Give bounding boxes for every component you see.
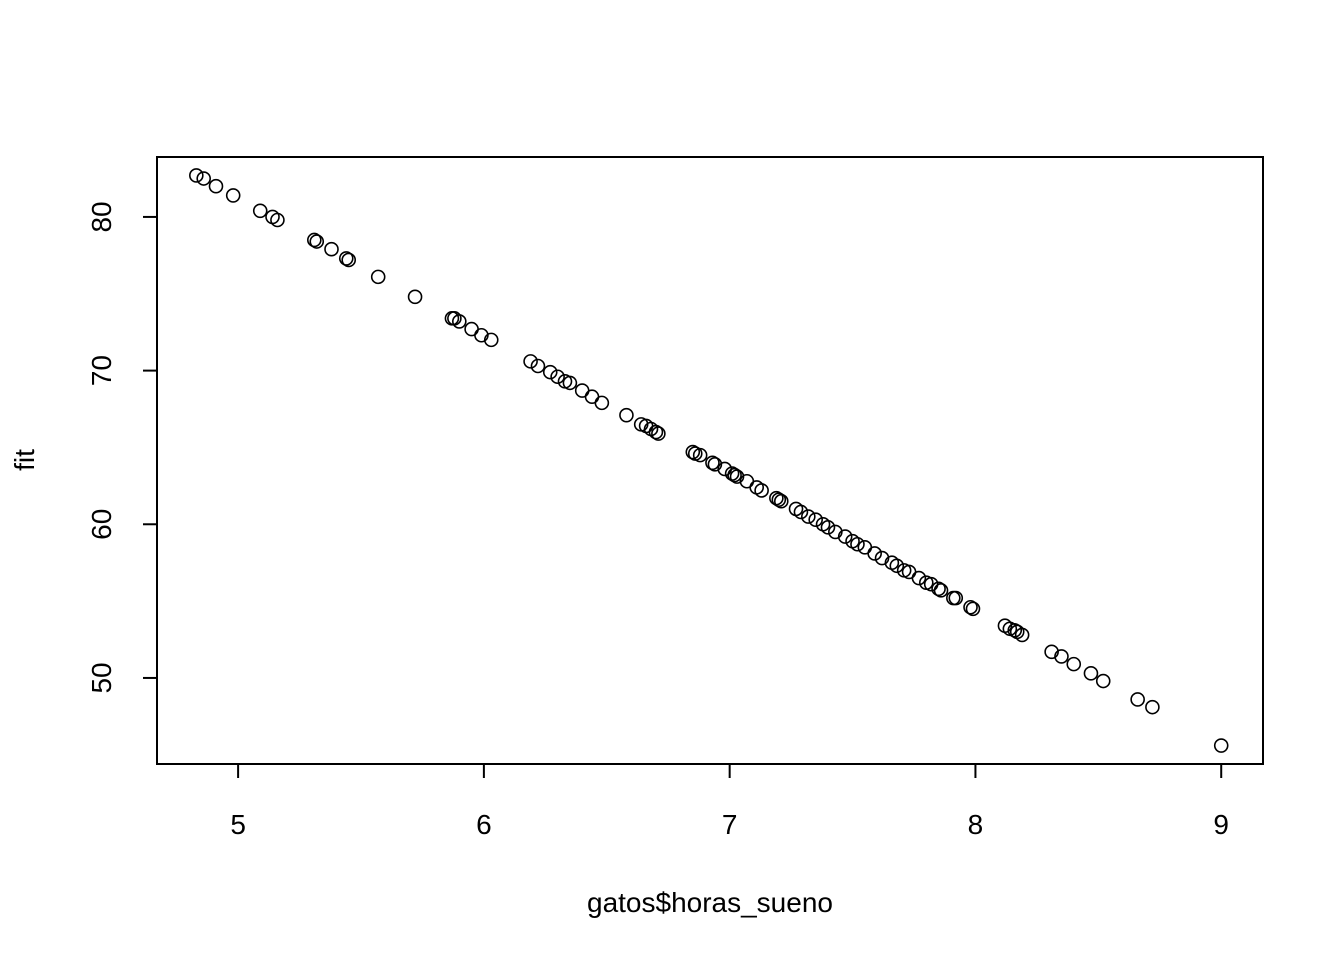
data-point	[857, 540, 873, 555]
data-point	[685, 444, 701, 460]
data-point	[1054, 649, 1069, 664]
data-point	[309, 234, 325, 249]
data-point	[808, 512, 823, 527]
data-point	[965, 601, 981, 617]
x-tick-label: 6	[476, 809, 492, 840]
data-point	[1145, 699, 1160, 715]
data-point	[850, 536, 865, 552]
data-point	[324, 241, 339, 257]
y-axis: 50 60 70 80	[86, 201, 158, 694]
y-tick-label: 50	[86, 662, 117, 693]
data-point	[1095, 673, 1111, 689]
data-point	[1213, 738, 1229, 753]
data-point	[542, 364, 558, 380]
data-point	[727, 467, 742, 483]
data-point	[963, 599, 978, 615]
data-point	[407, 289, 423, 305]
data-point	[705, 455, 720, 471]
y-tick-label: 80	[86, 201, 117, 232]
data-point	[837, 529, 853, 544]
data-point	[874, 550, 890, 566]
data-point	[911, 570, 927, 586]
data-point	[189, 168, 204, 183]
data-point	[801, 509, 816, 524]
data-point	[196, 171, 211, 186]
data-point	[867, 546, 882, 561]
data-point	[889, 558, 905, 574]
x-tick-label: 7	[722, 809, 738, 840]
data-point	[225, 188, 241, 203]
data-point	[948, 590, 964, 606]
data-point	[933, 583, 949, 598]
x-axis-label: gatos$horas_sueno	[587, 887, 833, 918]
y-tick-label: 70	[86, 355, 117, 386]
data-point	[464, 321, 479, 337]
data-point	[1066, 656, 1082, 672]
data-point	[483, 332, 499, 348]
data-point	[562, 375, 578, 391]
x-tick-label: 5	[230, 809, 246, 840]
data-point	[1044, 644, 1059, 660]
data-point	[648, 424, 664, 440]
data-point	[208, 178, 224, 194]
data-point	[523, 354, 538, 369]
data-point	[1014, 627, 1030, 643]
data-point	[550, 369, 565, 385]
data-point	[252, 203, 268, 219]
data-point	[793, 504, 809, 520]
x-tick-label: 9	[1213, 809, 1229, 840]
data-point	[530, 358, 546, 374]
y-tick-label: 60	[86, 509, 117, 540]
data-point	[452, 314, 467, 329]
data-point	[574, 383, 590, 398]
data-points	[189, 168, 1229, 753]
data-point	[754, 483, 769, 498]
data-point	[338, 251, 354, 266]
data-point	[1083, 666, 1099, 681]
data-point	[474, 327, 489, 343]
data-point	[828, 524, 843, 540]
data-point	[619, 407, 634, 423]
data-point	[820, 520, 836, 535]
data-point	[270, 212, 285, 228]
y-axis-label: fit	[9, 449, 40, 471]
data-point	[729, 469, 745, 484]
data-point	[773, 493, 789, 509]
data-point	[370, 269, 386, 285]
data-point	[1130, 692, 1145, 707]
data-point	[771, 492, 787, 507]
data-point	[692, 447, 708, 463]
data-point	[651, 426, 666, 441]
data-point	[341, 252, 357, 268]
data-point	[306, 232, 322, 248]
data-point	[1007, 623, 1023, 638]
x-tick-label: 8	[968, 809, 984, 840]
data-point	[594, 395, 610, 411]
data-point	[931, 581, 946, 597]
x-axis: 5 6 7 8 9	[230, 763, 1229, 840]
data-point	[707, 457, 723, 472]
data-point	[584, 389, 600, 405]
